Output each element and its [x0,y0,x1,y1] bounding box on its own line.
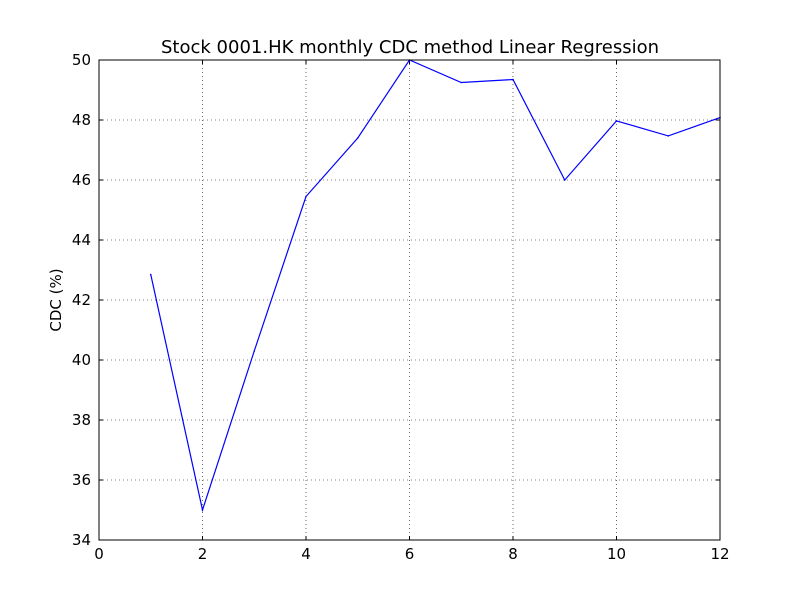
plot-frame [98,59,721,541]
x-tick-label: 6 [405,545,415,563]
y-tick-label: 44 [72,231,91,249]
x-tick-label: 10 [607,545,626,563]
data-point [667,135,670,137]
x-tick-label: 0 [94,545,104,563]
series-line [150,59,721,513]
y-tick-label: 34 [72,531,91,549]
x-tick-label: 8 [508,545,518,563]
data-point [563,179,566,181]
y-tick-label: 36 [72,471,91,489]
x-tick-label: 4 [301,545,311,563]
data-point [460,81,463,84]
y-tick-label: 48 [72,111,91,129]
y-tick-label: 38 [72,411,91,429]
y-tick-label: 50 [72,51,91,69]
x-tick-label: 12 [710,545,729,563]
data-point [149,273,152,276]
chart-title: Stock 0001.HK monthly CDC method Linear … [161,37,659,58]
y-tick-label: 42 [72,291,91,309]
data-point [356,137,359,139]
data-point [512,78,514,81]
x-tick-label: 2 [198,545,208,563]
data-point [305,195,307,198]
data-point [615,120,618,122]
data-point [201,509,204,511]
data-point [253,350,256,352]
y-tick-label: 40 [72,351,91,369]
y-axis-title: CDC (%) [47,268,65,331]
y-tick-label: 46 [72,171,91,189]
